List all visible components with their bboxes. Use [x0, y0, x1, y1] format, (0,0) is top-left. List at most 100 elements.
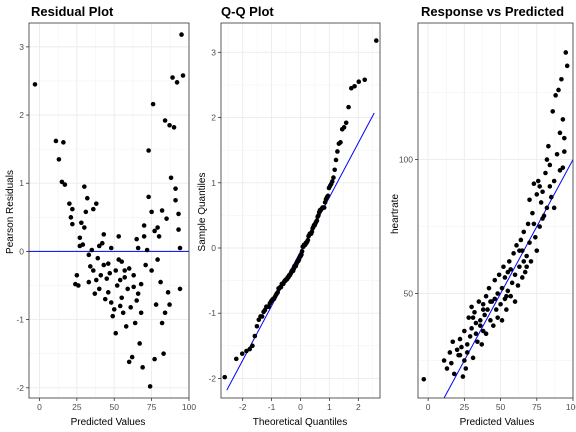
response-plot-point: [530, 210, 535, 216]
response-plot-point: [519, 275, 525, 280]
residual-plot-point: [53, 138, 59, 144]
residual-plot-point: [167, 122, 172, 128]
residual-plot-y-label: Pearson Residuals: [5, 170, 16, 254]
residual-plot-point: [177, 245, 183, 251]
residual-plot-point: [93, 277, 99, 283]
qq-plot-x-label: Theoretical Quantiles: [253, 417, 348, 428]
response-plot-point: [486, 285, 492, 291]
residual-plot-point: [135, 245, 141, 251]
qq-plot-point: [299, 248, 305, 254]
residual-plot-point: [173, 197, 178, 203]
response-plot-point: [464, 350, 470, 355]
residual-plot-point: [161, 351, 166, 356]
response-plot-point: [508, 293, 514, 299]
response-plot-point: [450, 339, 456, 345]
qq-plot-point: [222, 374, 228, 380]
qq-plot-point: [305, 237, 311, 243]
residual-plot-point: [173, 186, 178, 191]
residual-plot-point: [162, 118, 168, 123]
response-plot-point: [546, 143, 551, 149]
response-plot-x-tick-label: 75: [532, 402, 542, 412]
response-plot-point: [504, 293, 509, 299]
response-plot-point: [537, 224, 542, 229]
residual-plot-point: [176, 227, 181, 232]
residual-plot-x-tick-label: 50: [109, 402, 119, 412]
response-plot-point: [535, 178, 541, 184]
residual-plot-point: [77, 243, 83, 249]
response-plot-point: [485, 307, 490, 312]
residual-plot-x-tick-label: 100: [182, 402, 196, 412]
residual-plot-point: [76, 283, 81, 288]
residual-plot-point: [138, 281, 144, 287]
response-plot-point: [509, 280, 515, 286]
qq-plot-point: [314, 218, 320, 223]
response-plot-point: [502, 275, 508, 280]
residual-plot-y-tick-label: 2: [19, 110, 24, 120]
response-plot-point: [462, 328, 467, 334]
residual-plot-point: [146, 194, 151, 200]
residual-plot-y-tick-label: -1: [16, 315, 24, 325]
residual-plot-point: [113, 330, 119, 336]
residual-plot-y-tick-label: -2: [16, 383, 24, 393]
response-plot-point: [506, 259, 512, 264]
residual-plot-point: [111, 307, 117, 312]
response-plot-point: [444, 366, 450, 371]
residual-plot-point: [95, 255, 101, 261]
response-plot-point: [522, 269, 528, 275]
qq-plot-y-tick-label: 2: [211, 113, 216, 123]
response-plot-point: [488, 299, 493, 304]
residual-plot-point: [88, 264, 93, 269]
residual-plot-point: [156, 234, 162, 239]
residual-plot-point: [134, 298, 139, 303]
residual-plot-point: [149, 209, 154, 215]
qq-plot-point: [333, 157, 339, 163]
residual-plot-point: [114, 283, 120, 288]
response-plot-x-tick-label: 0: [426, 402, 431, 412]
residual-plot-point: [90, 268, 96, 273]
qq-plot-y-tick-label: 1: [211, 178, 216, 188]
response-plot-point: [540, 216, 545, 221]
residual-plot-point: [56, 157, 62, 162]
response-plot-grid: [418, 23, 574, 398]
response-plot-point: [518, 237, 524, 243]
residual-plot-point: [32, 82, 38, 87]
residual-plot-point: [96, 243, 102, 249]
response-plot-point: [544, 205, 550, 211]
residual-plot-frame: [28, 22, 190, 399]
residual-plot-point: [89, 247, 95, 253]
response-plot-point: [477, 318, 483, 323]
qq-plot-x-tick-label: 2: [356, 402, 361, 412]
response-plot-point: [457, 336, 463, 342]
response-plot-point: [537, 184, 542, 189]
response-plot-point: [508, 267, 514, 272]
response-plot-fit-line: [443, 159, 573, 398]
response-plot-point: [501, 264, 506, 270]
residual-plot-point: [117, 277, 123, 283]
residual-plot-y-tick-label: 1: [19, 178, 24, 188]
residual-plot-point: [74, 272, 80, 278]
residual-plot-title: Residual Plot: [31, 4, 114, 19]
response-plot-point: [469, 304, 474, 310]
qq-plot-point: [346, 104, 351, 110]
residual-plot-point: [135, 291, 141, 296]
response-plot-point: [499, 285, 505, 291]
residual-plot-point: [68, 215, 74, 220]
residual-plot-point: [70, 221, 75, 227]
residual-plot-y-ticks: -2 -1 0 1 2 3: [16, 42, 29, 393]
residual-plot-point: [119, 259, 125, 264]
qq-plot-x-tick-label: 0: [298, 402, 303, 412]
residual-plot-point: [152, 356, 157, 362]
response-plot-point: [476, 299, 482, 304]
residual-plot-point: [90, 206, 96, 212]
residual-plot-point: [159, 320, 165, 326]
residual-plot-point: [132, 320, 138, 326]
residual-plot-point: [98, 272, 104, 278]
response-plot-point: [492, 296, 498, 302]
response-plot-point: [473, 320, 479, 326]
residual-plot-point: [122, 268, 128, 273]
qq-plot-point: [325, 193, 331, 199]
response-plot-point: [462, 358, 467, 363]
residual-plot-point: [128, 305, 133, 310]
residual-plot-point: [131, 272, 136, 278]
residual-plot-point: [141, 234, 147, 239]
